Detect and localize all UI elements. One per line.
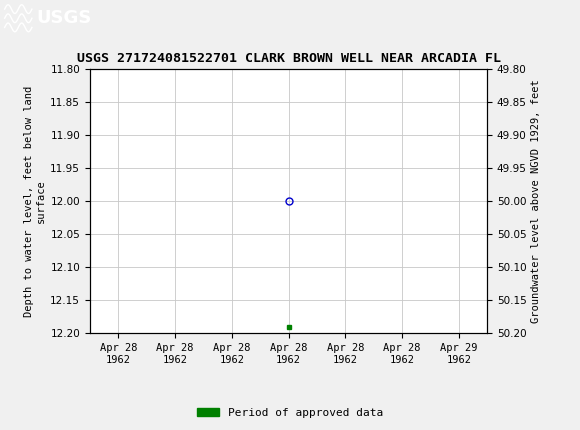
Title: USGS 271724081522701 CLARK BROWN WELL NEAR ARCADIA FL: USGS 271724081522701 CLARK BROWN WELL NE…	[77, 52, 501, 65]
Y-axis label: Depth to water level, feet below land
surface: Depth to water level, feet below land su…	[24, 86, 46, 316]
Legend: Period of approved data: Period of approved data	[193, 403, 387, 422]
Text: USGS: USGS	[36, 9, 91, 27]
Y-axis label: Groundwater level above NGVD 1929, feet: Groundwater level above NGVD 1929, feet	[531, 79, 541, 323]
